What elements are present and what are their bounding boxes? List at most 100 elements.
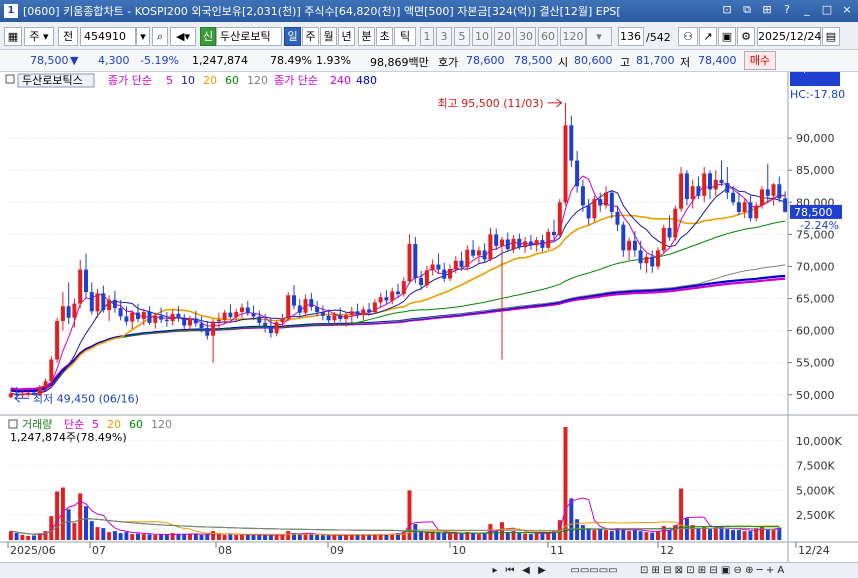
candle-body — [37, 387, 42, 395]
calendar-icon[interactable]: ▤ — [822, 27, 840, 46]
x-tick-label: 09 — [330, 544, 344, 557]
scroll-end-icon[interactable]: ⏮ — [505, 565, 515, 576]
link-icon[interactable]: ⊡ — [722, 3, 732, 16]
volume-bar — [453, 533, 458, 540]
minute-3[interactable]: 3 — [436, 27, 452, 46]
cascade-icon[interactable]: ⧉ — [743, 3, 751, 16]
volume-bar — [632, 530, 637, 540]
volume-bar — [771, 530, 776, 540]
minute-120[interactable]: 120 — [560, 27, 586, 46]
hc-label: HC:-17.80 — [790, 88, 845, 101]
volume-tick-label: 5,000K — [796, 484, 835, 497]
help-icon[interactable]: ? — [784, 3, 790, 16]
period-month[interactable]: 월 — [320, 27, 337, 46]
x-tick-label: 11 — [550, 544, 564, 557]
volume-bar — [234, 534, 239, 540]
volume-bar — [338, 535, 343, 540]
minute-60[interactable]: 60 — [538, 27, 558, 46]
period-minute[interactable]: 분 — [358, 27, 375, 46]
scroll-next-icon[interactable]: ▶ — [538, 565, 546, 576]
volume-bar — [419, 531, 424, 540]
minute-10[interactable]: 10 — [472, 27, 492, 46]
period-second[interactable]: 초 — [376, 27, 393, 46]
close-icon[interactable]: × — [842, 3, 852, 16]
scroll-prev-icon[interactable]: ◀ — [522, 565, 530, 576]
chart-menu-icon[interactable]: ▦ — [4, 27, 22, 46]
candle-body — [667, 227, 672, 238]
volume-ma-60: 60 — [129, 418, 143, 431]
volume-bar — [661, 526, 666, 540]
period-tick[interactable]: 틱 — [394, 27, 416, 46]
candle-body — [621, 224, 626, 251]
price-tick-label: 60,000 — [796, 325, 835, 338]
period-week[interactable]: 주 — [302, 27, 319, 46]
legend-ma-label: 종가 단순 — [108, 74, 152, 87]
candle-body — [107, 299, 112, 311]
minimize-icon[interactable]: _ — [804, 3, 810, 16]
volume-bar — [627, 531, 632, 540]
price-tick-label: 65,000 — [796, 293, 835, 306]
candle-body — [604, 192, 608, 206]
volume-ma-20: 20 — [107, 418, 121, 431]
x-tick-label: 10 — [452, 544, 466, 557]
link-chain-icon[interactable]: ⚇ — [678, 27, 698, 46]
settings-gear-icon[interactable]: ⚙ — [737, 27, 755, 46]
candle-body — [390, 291, 395, 301]
trend-icon[interactable]: ↗ — [699, 27, 717, 46]
volume-bar — [430, 531, 435, 540]
volume-bar — [37, 533, 42, 540]
minute-20[interactable]: 20 — [494, 27, 514, 46]
volume-bar — [66, 509, 71, 540]
buy-button[interactable]: 매수 — [744, 51, 776, 70]
candle-body — [540, 240, 545, 248]
volume-bar — [26, 536, 31, 540]
zoom-controls[interactable]: ⊡ ⊞ ⊟ ⊠ ⊡ ⊞ ⊟ ▣ ⊖ ⊕ ─ + A — [640, 565, 785, 576]
candle-body — [742, 202, 747, 212]
volume-bar — [72, 523, 77, 540]
candle-body — [8, 393, 13, 398]
minute-5[interactable]: 5 — [454, 27, 470, 46]
volume-bar — [55, 491, 60, 540]
volume-bar — [673, 525, 678, 540]
minute-1[interactable]: 1 — [420, 27, 434, 46]
candle-body — [211, 321, 216, 336]
candle-body — [240, 307, 244, 312]
interval-dropdown[interactable]: ▾ — [586, 27, 612, 46]
price-tick-label: 75,000 — [796, 228, 835, 241]
volume-bar — [355, 534, 360, 540]
sound-icon[interactable]: ◀▾ — [170, 27, 196, 46]
tile-icon[interactable]: ⊞ — [762, 3, 772, 16]
volume-bar — [216, 534, 221, 540]
period-year[interactable]: 년 — [338, 27, 355, 46]
maximize-icon[interactable]: □ — [821, 3, 833, 16]
volume-bar — [32, 535, 36, 540]
code-dropdown-icon[interactable]: ▾ — [136, 27, 150, 46]
candle-body — [355, 311, 360, 315]
volume-bar — [141, 534, 146, 540]
scroll-right-icon[interactable]: ▸ — [492, 565, 498, 576]
volume-bar — [14, 533, 19, 540]
volume-bar — [592, 530, 597, 540]
volume-bar — [199, 535, 204, 540]
scroll-track[interactable]: ▭▭▭▭▭ — [570, 565, 618, 576]
volume-bar — [708, 529, 712, 540]
period-day[interactable]: 일 — [284, 27, 301, 46]
candle-body — [719, 179, 724, 183]
date-input[interactable]: 2025/12/24 — [757, 27, 821, 46]
save-icon[interactable]: ▣ — [718, 27, 736, 46]
full-button[interactable]: 전 — [58, 27, 78, 46]
search-icon[interactable]: ⌕ — [152, 27, 168, 46]
candle-body — [598, 199, 603, 206]
minute-30[interactable]: 30 — [516, 27, 536, 46]
count-input[interactable]: 136 — [618, 27, 644, 46]
legend-ma2-label: 종가 단순 — [274, 74, 318, 87]
candle-body — [66, 306, 71, 318]
volume-bar — [505, 532, 510, 540]
candle-body — [436, 264, 441, 270]
price-tick-label: 90,000 — [796, 132, 835, 145]
stock-code-input[interactable]: 454910 — [80, 27, 136, 46]
market-select[interactable]: 주 ▾ — [24, 27, 54, 46]
volume-bar — [124, 532, 129, 540]
candle-body — [754, 205, 759, 219]
